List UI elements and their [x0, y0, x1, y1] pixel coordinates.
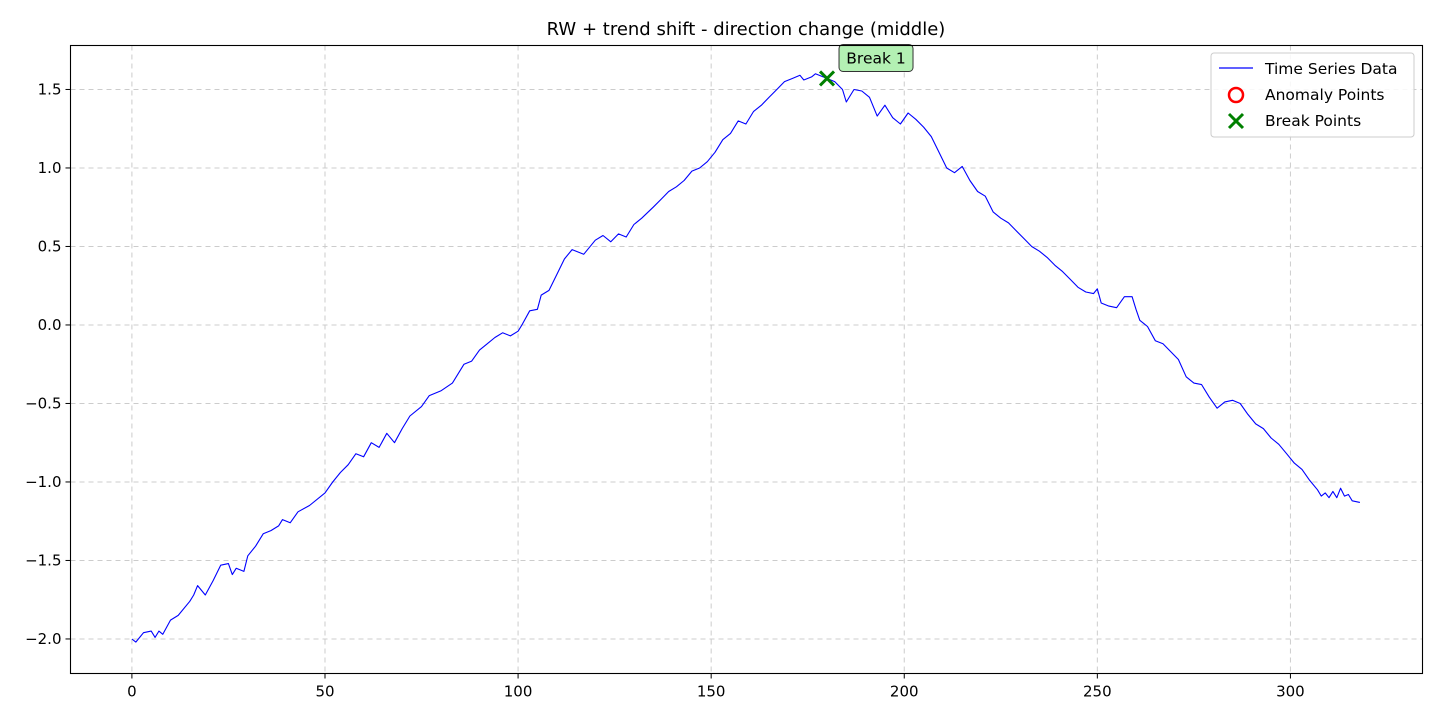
x-tick-label: 200 [890, 683, 919, 701]
legend-label-anomaly: Anomaly Points [1265, 86, 1384, 104]
grid-lines [70, 45, 1423, 674]
y-tick-label: −2.0 [25, 630, 61, 648]
x-tick-label: 150 [697, 683, 726, 701]
break-annotation-box [838, 43, 914, 72]
green-x-icon [1227, 112, 1245, 130]
x-tick-label: 300 [1276, 683, 1305, 701]
legend-label-break: Break Points [1265, 112, 1361, 130]
marker-layer: Break 1 [818, 43, 914, 87]
y-tick-label: −0.5 [25, 394, 61, 412]
y-tick-label: 1.0 [38, 159, 62, 177]
series-line [131, 73, 1361, 643]
y-tick-label: −1.5 [25, 551, 61, 569]
y-tick-label: 0.5 [38, 237, 62, 255]
y-tick-label: 0.0 [38, 316, 62, 334]
x-tick-label: 100 [504, 683, 533, 701]
y-axis: −2.0 −1.5 −1.0 −0.5 0.0 0.5 1.0 1.5 [25, 80, 71, 648]
y-tick-label: 1.5 [38, 80, 62, 98]
legend-box [1210, 52, 1415, 138]
x-tick-label: 50 [315, 683, 334, 701]
break-point-marker [818, 70, 836, 87]
plot-frame [69, 44, 1424, 675]
x-tick-label: 0 [127, 683, 137, 701]
y-tick-label: −1.0 [25, 473, 61, 491]
break-annotation-label: Break 1 [846, 49, 905, 67]
x-axis: 0 50 100 150 200 250 300 [127, 673, 1305, 701]
x-tick-label: 250 [1083, 683, 1112, 701]
series-layer [131, 73, 1361, 643]
legend: Time Series Data Anomaly Points Break Po… [1210, 52, 1415, 138]
legend-label-series: Time Series Data [1264, 60, 1397, 78]
chart-title: RW + trend shift - direction change (mid… [547, 19, 946, 40]
red-circle-icon [1227, 86, 1245, 104]
